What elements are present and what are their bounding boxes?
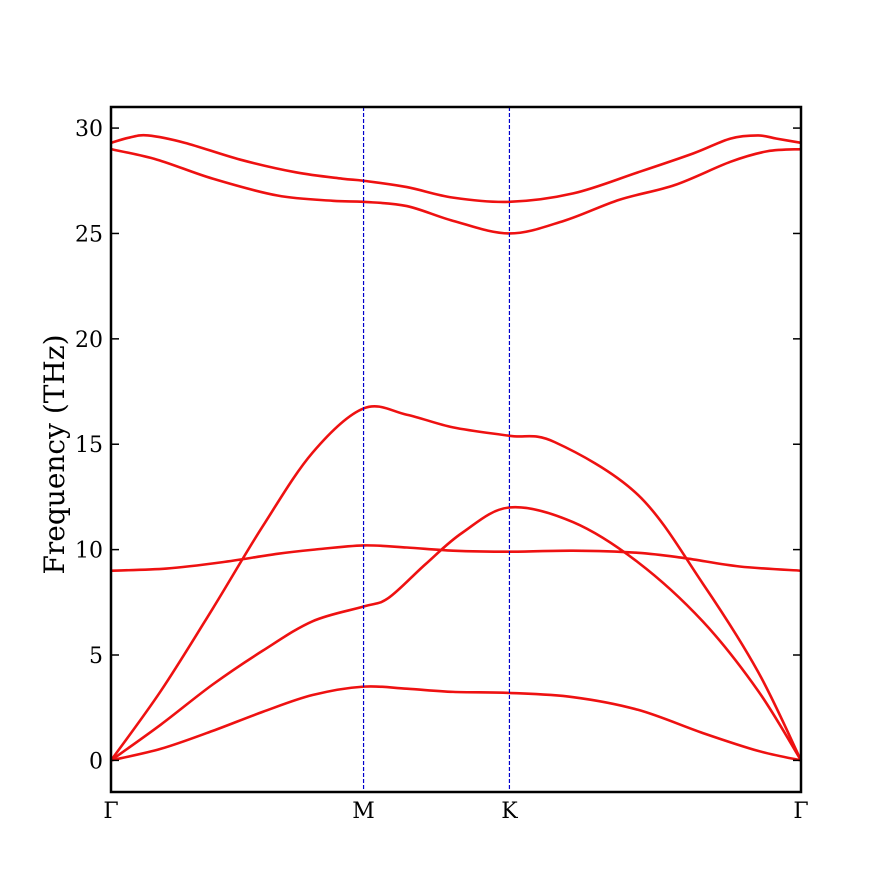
x-tick-label-0: Γ	[103, 799, 118, 824]
y-axis-label: Frequency (THz)	[38, 334, 71, 574]
y-tick-label: 25	[75, 222, 103, 247]
x-tick-label-3: Γ	[793, 799, 808, 824]
x-tick-label-1: M	[352, 799, 375, 824]
x-tick-label-2: K	[501, 799, 518, 824]
band-line-5	[110, 133, 802, 204]
y-tick-label: 5	[89, 644, 103, 669]
high-symmetry-lines	[362, 107, 511, 792]
band-line-0	[110, 685, 802, 762]
band-line-3	[110, 544, 802, 572]
band-line-4	[110, 147, 802, 235]
plot-frame	[109, 105, 803, 794]
y-tick-label: 20	[75, 328, 103, 353]
y-tick-label: 30	[75, 117, 103, 142]
y-axis-ticks: 0 5 10 15 20 25 30	[75, 117, 801, 774]
band-line-1	[110, 505, 803, 762]
y-tick-label: 10	[75, 539, 103, 564]
band-lines	[109, 133, 803, 762]
y-tick-label: 15	[75, 433, 103, 458]
band-line-2	[109, 404, 803, 762]
y-tick-label: 0	[89, 749, 103, 774]
